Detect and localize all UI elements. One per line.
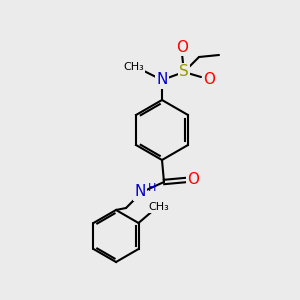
Text: O: O bbox=[203, 73, 215, 88]
Text: N: N bbox=[156, 73, 168, 88]
Text: O: O bbox=[176, 40, 188, 55]
Text: H: H bbox=[148, 183, 156, 193]
Text: CH₃: CH₃ bbox=[148, 202, 169, 212]
Text: CH₃: CH₃ bbox=[124, 62, 144, 72]
Text: S: S bbox=[179, 64, 189, 80]
Text: O: O bbox=[187, 172, 199, 188]
Text: N: N bbox=[134, 184, 146, 200]
